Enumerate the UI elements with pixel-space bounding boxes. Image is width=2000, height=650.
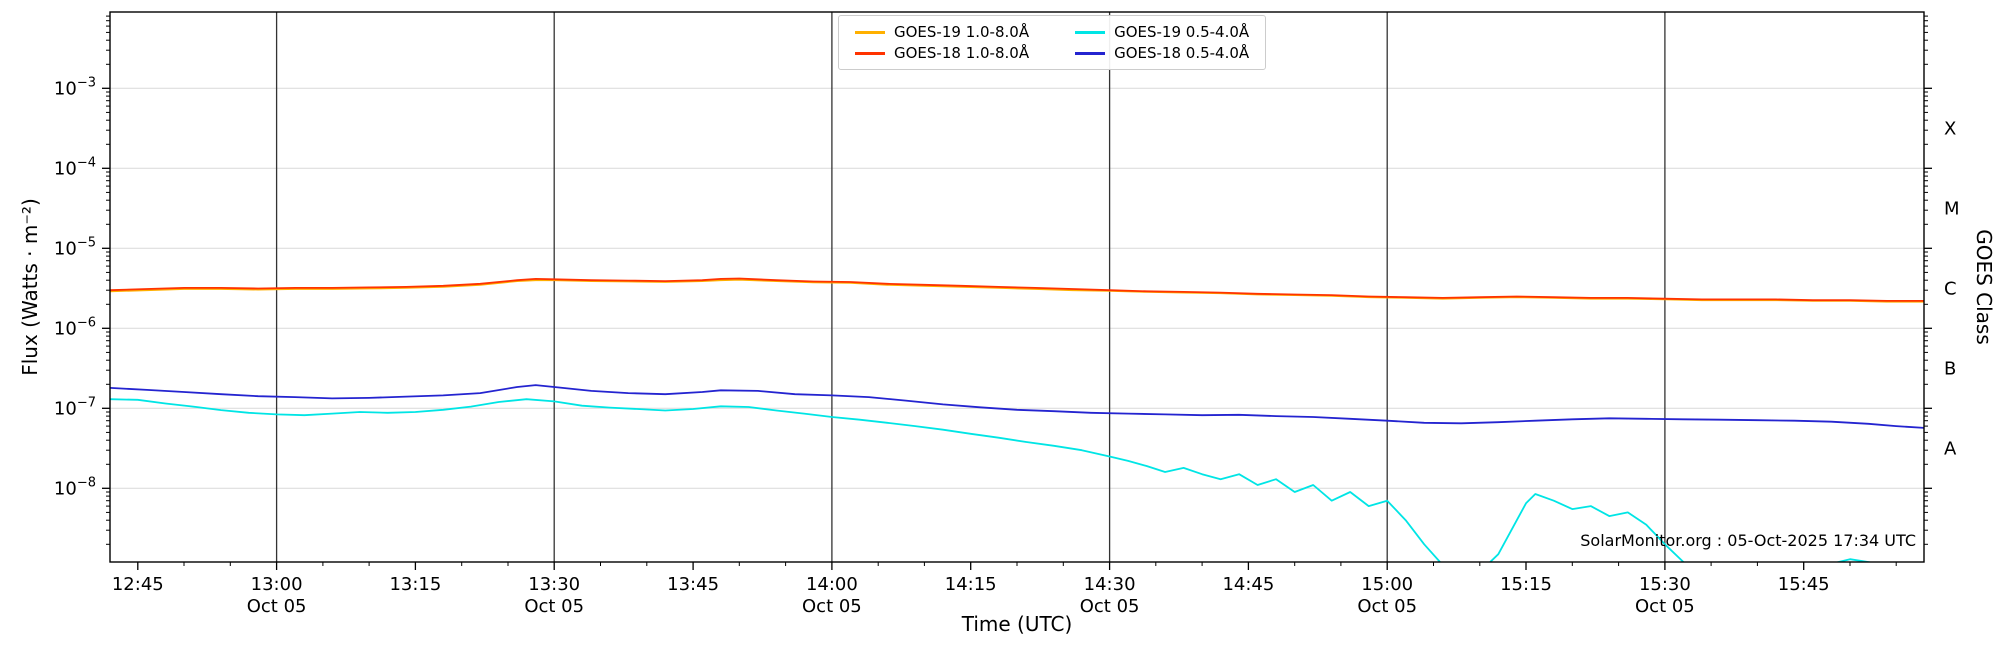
- right-axis-label: GOES Class: [1972, 229, 1996, 345]
- x-tick-label: 14:00: [806, 574, 858, 595]
- legend-label: GOES-18 0.5-4.0Å: [1114, 44, 1250, 62]
- legend-entry-goes18-long: GOES-18 1.0-8.0Å: [855, 44, 1029, 62]
- y-tick-label: 10−4: [54, 155, 96, 179]
- legend-label: GOES-19 1.0-8.0Å: [894, 23, 1030, 41]
- goes-class-letters: X M C B A: [1944, 118, 1960, 459]
- legend-entry-goes19-short: GOES-19 0.5-4.0Å: [1075, 23, 1249, 41]
- legend-line-swatch-goes19-long: [855, 30, 885, 34]
- watermark-text: SolarMonitor.org : 05-Oct-2025 17:34 UTC: [1580, 531, 1916, 550]
- x-tick-sublabel: Oct 05: [1080, 596, 1140, 617]
- goes-class-letter-X: X: [1944, 118, 1956, 139]
- legend: GOES-19 1.0-8.0Å GOES-19 0.5-4.0Å GOES-1…: [838, 15, 1267, 70]
- legend-label: GOES-19 0.5-4.0Å: [1114, 23, 1250, 41]
- goes-class-letter-C: C: [1944, 278, 1957, 299]
- x-tick-label: 14:45: [1222, 574, 1274, 595]
- x-tick-label: 14:30: [1084, 574, 1136, 595]
- x-tick-sublabel: Oct 05: [1635, 596, 1695, 617]
- axis-ticks: [102, 15, 1932, 570]
- goes-class-letter-M: M: [1944, 198, 1960, 219]
- x-tick-label: 15:30: [1639, 574, 1691, 595]
- legend-entry-goes19-long: GOES-19 1.0-8.0Å: [855, 23, 1029, 41]
- x-tick-sublabel: Oct 05: [802, 596, 862, 617]
- legend-entry-goes18-short: GOES-18 0.5-4.0Å: [1075, 44, 1249, 62]
- x-tick-label: 15:15: [1500, 574, 1552, 595]
- legend-label: GOES-18 1.0-8.0Å: [894, 44, 1030, 62]
- x-tick-label: 12:45: [112, 574, 164, 595]
- goes-class-letter-A: A: [1944, 438, 1957, 459]
- x-axis-label: Time (UTC): [961, 612, 1073, 636]
- x-tick-sublabel: Oct 05: [247, 596, 307, 617]
- legend-line-swatch-goes18-short: [1075, 51, 1106, 55]
- y-tick-label: 10−6: [54, 315, 96, 339]
- x-tick-label: 13:15: [389, 574, 441, 595]
- series-line-goes18-long: [110, 277, 1924, 302]
- y-tick-label: 10−3: [54, 75, 96, 99]
- x-tick-sublabel: Oct 05: [1357, 596, 1417, 617]
- x-tick-label: 14:15: [945, 574, 997, 595]
- legend-line-swatch-goes19-short: [1075, 30, 1106, 34]
- y-axis-label: Flux (Watts · m⁻²): [18, 198, 42, 376]
- x-tick-sublabel: Oct 05: [524, 596, 584, 617]
- x-tick-label: 15:45: [1778, 574, 1830, 595]
- x-tick-label: 13:00: [251, 574, 303, 595]
- y-tick-label: 10−7: [54, 395, 96, 419]
- plot-border: [109, 11, 1925, 563]
- x-tick-label: 13:30: [528, 574, 580, 595]
- series-lines: [110, 277, 1924, 562]
- y-tick-label: 10−5: [54, 235, 96, 259]
- gridlines: [110, 12, 1924, 562]
- series-line-goes18-short: [110, 384, 1924, 429]
- x-tick-label: 15:00: [1361, 574, 1413, 595]
- legend-line-swatch-goes18-long: [855, 51, 885, 55]
- series-line-goes19-short: [110, 398, 1874, 562]
- y-tick-label: 10−8: [54, 475, 96, 499]
- x-tick-label: 13:45: [667, 574, 719, 595]
- goes-class-letter-B: B: [1944, 358, 1956, 379]
